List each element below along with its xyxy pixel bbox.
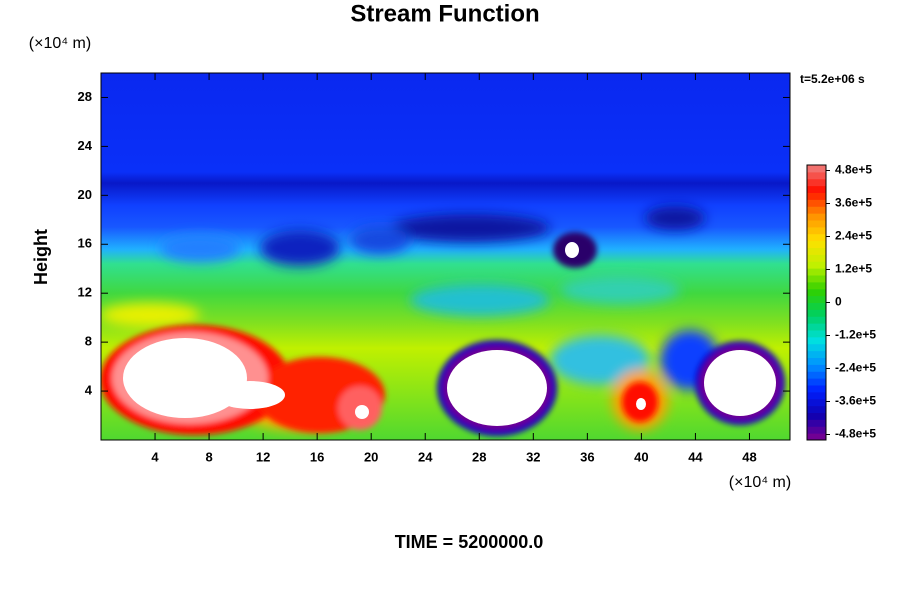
y-tick-label: 12 <box>78 285 92 300</box>
x-tick-label: 28 <box>472 449 486 464</box>
colorbar-band <box>807 433 826 441</box>
colorbar-tick-label: -1.2e+5 <box>835 328 876 342</box>
colorbar-band <box>807 199 826 207</box>
x-tick-label: 20 <box>364 449 378 464</box>
colorbar-tick-label: 0 <box>835 295 842 309</box>
colorbar-band <box>807 240 826 248</box>
y-tick-label: 8 <box>85 334 92 349</box>
colorbar-band <box>807 350 826 358</box>
contour-field <box>101 73 790 440</box>
colorbar-band <box>807 357 826 365</box>
plot-frame <box>100 72 791 441</box>
colorbar-band <box>807 426 826 434</box>
x-tick-label: 40 <box>634 449 648 464</box>
y-tick-label: 24 <box>78 138 93 153</box>
colorbar-band <box>807 178 826 187</box>
colorbar-band <box>807 165 826 173</box>
colorbar-band <box>807 378 826 386</box>
colorbar-band <box>807 391 826 400</box>
x-tick-label: 12 <box>256 449 270 464</box>
colorbar-band <box>807 398 826 407</box>
chart-title: Stream Function <box>350 0 539 27</box>
colorbar-band <box>807 302 826 310</box>
colorbar-band <box>807 206 826 214</box>
colorbar-band <box>807 385 826 393</box>
colorbar-tick-label: 4.8e+5 <box>835 163 872 177</box>
y-tick-label: 20 <box>78 187 92 202</box>
colorbar-tick-label: 1.2e+5 <box>835 262 872 276</box>
colorbar-band <box>807 281 826 290</box>
colorbar-band <box>807 185 826 193</box>
y-tick-label: 28 <box>78 89 92 104</box>
colorbar-tick-label: -3.6e+5 <box>835 394 876 408</box>
colorbar-band <box>807 364 826 372</box>
colorbar-tick-label: -4.8e+5 <box>835 427 876 441</box>
colorbar-band <box>807 309 826 317</box>
colorbar-band <box>807 405 826 413</box>
colorbar-band <box>807 336 826 345</box>
colorbar-band <box>807 330 826 338</box>
time-annotation: t=5.2e+06 s <box>800 72 865 86</box>
x-tick-label: 44 <box>688 449 703 464</box>
colorbar-band <box>807 268 826 276</box>
x-tick-label: 24 <box>418 449 433 464</box>
colorbar-band <box>807 213 826 221</box>
footer: TIME = 5200000.0 <box>395 532 544 552</box>
y-axis-label: Height <box>31 229 51 285</box>
colorbar-tick-label: 2.4e+5 <box>835 229 872 243</box>
colorbar-band <box>807 247 826 255</box>
x-tick-label: 16 <box>310 449 324 464</box>
colorbar-band <box>807 288 826 297</box>
colorbar-band <box>807 233 826 242</box>
colorbar-band <box>807 295 826 303</box>
colorbar-band <box>807 254 826 262</box>
colorbar-band <box>807 226 826 235</box>
colorbar-band <box>807 275 826 283</box>
colorbar-band <box>807 412 826 420</box>
x-tick-label: 4 <box>151 449 159 464</box>
x-tick-label: 32 <box>526 449 540 464</box>
colorbar-band <box>807 220 826 228</box>
x-tick-label: 8 <box>205 449 212 464</box>
colorbar-band <box>807 371 826 379</box>
y-tick-label: 16 <box>78 236 92 251</box>
colorbar-band <box>807 192 826 200</box>
colorbar-tick-label: 3.6e+5 <box>835 196 872 210</box>
colorbar-band <box>807 323 826 331</box>
colorbar-band <box>807 316 826 324</box>
y-tick-label: 4 <box>85 383 93 398</box>
colorbar-band <box>807 419 826 427</box>
x-tick-label: 48 <box>742 449 756 464</box>
y-unit: (×10⁴ m) <box>29 35 91 52</box>
colorbar-band <box>807 261 826 269</box>
colorbar-band <box>807 171 826 180</box>
x-tick-label: 36 <box>580 449 594 464</box>
colorbar-band <box>807 343 826 352</box>
x-unit: (×10⁴ m) <box>729 474 791 491</box>
colorbar-tick-label: -2.4e+5 <box>835 361 876 375</box>
